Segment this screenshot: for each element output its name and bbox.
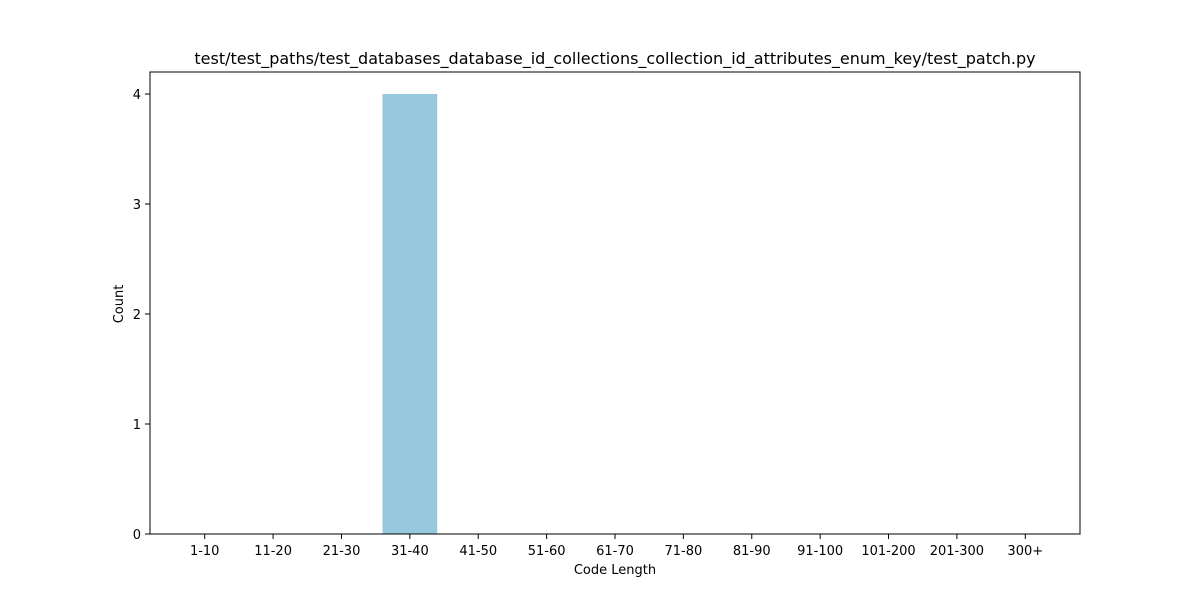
bars-group: [382, 94, 438, 534]
x-tick-label: 41-50: [459, 544, 497, 559]
y-tick-label: 3: [133, 198, 141, 213]
x-tick-label: 31-40: [391, 544, 429, 559]
x-tick-label: 51-60: [528, 544, 566, 559]
x-axis: 1-10 11-20 21-30 31-40 41-50 51-60 61-70 71-80 8…: [190, 534, 1043, 559]
chart-title: test/test_paths/test_databases_database_…: [194, 49, 1035, 69]
x-tick-label: 71-80: [664, 544, 702, 559]
y-tick-label: 2: [133, 308, 141, 323]
x-tick-label: 1-10: [190, 544, 220, 559]
x-tick-label: 101-200: [861, 544, 915, 559]
x-tick-label: 11-20: [254, 544, 292, 559]
x-tick-label: 201-300: [930, 544, 984, 559]
y-tick-label: 4: [133, 88, 141, 103]
y-axis: 0 1 2 3 4: [133, 88, 150, 543]
x-tick-label: 21-30: [323, 544, 361, 559]
y-tick-label: 0: [133, 528, 141, 543]
plot-frame: [149, 71, 1081, 535]
x-axis-label: Code Length: [574, 563, 656, 578]
y-axis-label: Count: [112, 285, 127, 324]
x-tick-label: 300+: [1007, 544, 1043, 559]
y-tick-label: 1: [133, 418, 141, 433]
bar-31-40: [382, 94, 438, 534]
x-tick-label: 81-90: [733, 544, 771, 559]
x-tick-label: 91-100: [797, 544, 843, 559]
x-tick-label: 61-70: [596, 544, 634, 559]
